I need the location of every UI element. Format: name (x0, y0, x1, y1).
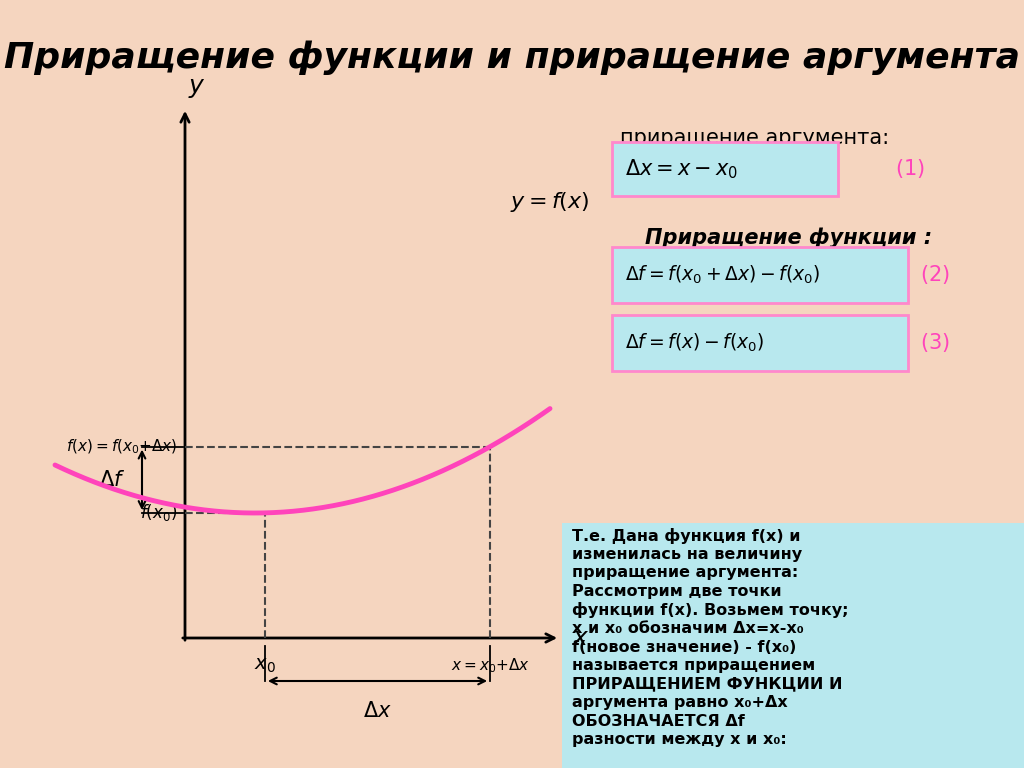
Text: ОБОЗНАЧАЕТСЯ Δf: ОБОЗНАЧАЕТСЯ Δf (572, 713, 744, 729)
Text: $f(x_0)$: $f(x_0)$ (140, 502, 177, 523)
Text: $(2)$: $(2)$ (920, 263, 950, 286)
Text: $\Delta x = x - x_0$: $\Delta x = x - x_0$ (625, 157, 738, 180)
Bar (562, 523, 1024, 768)
Text: $\Delta x$: $\Delta x$ (364, 701, 392, 721)
FancyBboxPatch shape (612, 142, 838, 196)
Text: называется приращением: называется приращением (572, 658, 815, 673)
Text: $x$: $x$ (572, 626, 590, 650)
Text: функции f(x). Возьмем точку;: функции f(x). Возьмем точку; (572, 602, 849, 618)
Text: $(1)$: $(1)$ (895, 157, 925, 180)
Text: приращение аргумента:: приращение аргумента: (620, 128, 889, 148)
Text: Приращение функции :: Приращение функции : (645, 228, 932, 248)
Text: $(3)$: $(3)$ (920, 332, 950, 355)
Text: $x_0$: $x_0$ (254, 656, 275, 675)
Text: Т.е. Дана функция f(x) и: Т.е. Дана функция f(x) и (572, 528, 801, 544)
Text: $x{=}x_0{+}\Delta x$: $x{=}x_0{+}\Delta x$ (451, 656, 529, 675)
Text: f(новое значение) - f(x₀): f(новое значение) - f(x₀) (572, 640, 797, 654)
Text: $\Delta f = f(x_0 +\Delta x)-f(x_0)$: $\Delta f = f(x_0 +\Delta x)-f(x_0)$ (625, 264, 820, 286)
Text: ПРИРАЩЕНИЕМ ФУНКЦИИ И: ПРИРАЩЕНИЕМ ФУНКЦИИ И (572, 677, 843, 691)
Text: Приращение функции и приращение аргумента: Приращение функции и приращение аргумент… (4, 41, 1020, 75)
FancyBboxPatch shape (612, 247, 908, 303)
Text: $y$: $y$ (188, 76, 206, 100)
Text: аргумента равно x₀+Δx: аргумента равно x₀+Δx (572, 695, 787, 710)
Text: $y=f(x)$: $y=f(x)$ (510, 190, 590, 214)
Text: Рассмотрим две точки: Рассмотрим две точки (572, 584, 781, 599)
Text: приращение аргумента:: приращение аргумента: (572, 565, 799, 581)
Text: изменилась на величину: изменилась на величину (572, 547, 802, 562)
Text: $\Delta f = f(x)-f(x_0)$: $\Delta f = f(x)-f(x_0)$ (625, 332, 764, 354)
Text: x и x₀ обозначим Δx=x-x₀: x и x₀ обозначим Δx=x-x₀ (572, 621, 804, 636)
Text: $f(x){=}f(x_0{+}\Delta x)$: $f(x){=}f(x_0{+}\Delta x)$ (66, 438, 177, 456)
Text: $\Delta f$: $\Delta f$ (98, 470, 125, 490)
FancyBboxPatch shape (612, 315, 908, 371)
Text: разности между x и x₀:: разности между x и x₀: (572, 732, 786, 747)
